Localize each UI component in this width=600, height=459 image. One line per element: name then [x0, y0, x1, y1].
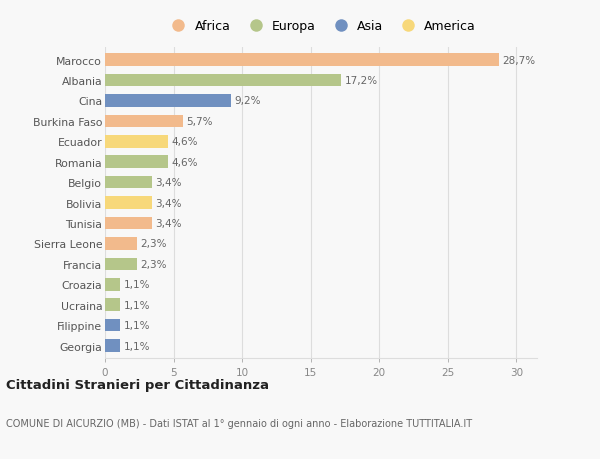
Text: 4,6%: 4,6%	[172, 137, 198, 147]
Bar	[105, 319, 120, 332]
Text: 1,1%: 1,1%	[124, 341, 150, 351]
Text: 2,3%: 2,3%	[140, 259, 166, 269]
Text: 1,1%: 1,1%	[124, 280, 150, 290]
Text: 4,6%: 4,6%	[172, 157, 198, 168]
Text: 3,4%: 3,4%	[155, 198, 182, 208]
Bar	[105, 176, 152, 189]
Text: 3,4%: 3,4%	[155, 178, 182, 188]
Text: 5,7%: 5,7%	[187, 117, 213, 127]
Bar	[105, 115, 183, 128]
Text: 1,1%: 1,1%	[124, 300, 150, 310]
Bar	[105, 238, 137, 250]
Bar	[105, 95, 231, 107]
Bar	[105, 156, 168, 168]
Bar	[105, 54, 499, 67]
Text: 9,2%: 9,2%	[235, 96, 261, 106]
Text: COMUNE DI AICURZIO (MB) - Dati ISTAT al 1° gennaio di ogni anno - Elaborazione T: COMUNE DI AICURZIO (MB) - Dati ISTAT al …	[6, 418, 472, 428]
Bar	[105, 217, 152, 230]
Bar	[105, 197, 152, 209]
Bar	[105, 278, 120, 291]
Text: 1,1%: 1,1%	[124, 320, 150, 330]
Bar	[105, 299, 120, 311]
Bar	[105, 74, 341, 87]
Text: 28,7%: 28,7%	[502, 56, 535, 66]
Text: 3,4%: 3,4%	[155, 218, 182, 229]
Legend: Africa, Europa, Asia, America: Africa, Europa, Asia, America	[163, 18, 479, 36]
Bar	[105, 136, 168, 148]
Text: 17,2%: 17,2%	[344, 76, 377, 86]
Text: 2,3%: 2,3%	[140, 239, 166, 249]
Bar	[105, 258, 137, 270]
Text: Cittadini Stranieri per Cittadinanza: Cittadini Stranieri per Cittadinanza	[6, 379, 269, 392]
Bar	[105, 340, 120, 352]
